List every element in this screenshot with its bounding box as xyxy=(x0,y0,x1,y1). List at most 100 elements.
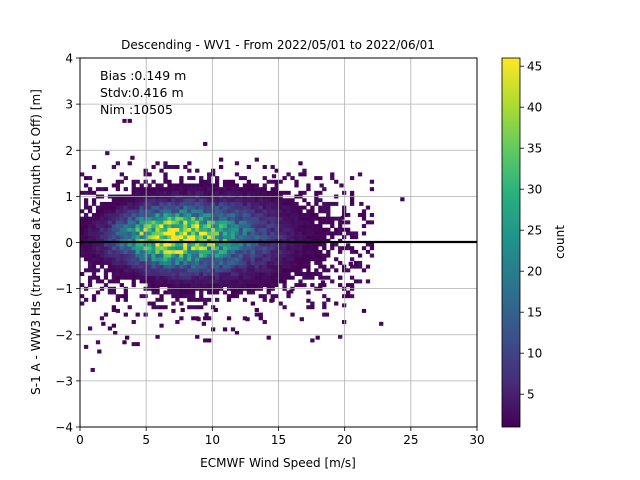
density-cell xyxy=(143,168,148,173)
density-cell xyxy=(230,268,236,273)
density-cell xyxy=(195,235,200,240)
density-cell xyxy=(131,183,136,188)
density-cell xyxy=(306,216,311,221)
density-cell xyxy=(282,235,287,240)
density-cell xyxy=(278,227,283,232)
density-cell xyxy=(222,198,228,203)
density-cell xyxy=(262,253,267,258)
density-cell xyxy=(191,183,196,188)
density-cell xyxy=(302,227,307,232)
density-cell xyxy=(139,231,144,236)
density-cell xyxy=(83,249,89,254)
density-cell xyxy=(99,187,105,192)
colorbar xyxy=(501,57,521,428)
density-cell xyxy=(143,272,148,277)
density-cell xyxy=(282,268,287,273)
density-cell xyxy=(183,224,188,229)
density-cell xyxy=(147,283,152,288)
density-cell xyxy=(91,231,97,236)
density-cell xyxy=(238,205,244,210)
density-cell xyxy=(298,235,303,240)
density-cell xyxy=(262,238,267,243)
density-cell xyxy=(250,301,255,306)
density-cell xyxy=(159,297,164,302)
density-cell xyxy=(282,205,287,210)
density-cell xyxy=(135,264,140,269)
density-cell xyxy=(342,227,347,232)
density-cell xyxy=(207,209,212,214)
density-cell xyxy=(111,235,117,240)
density-cell xyxy=(155,238,160,243)
density-cell xyxy=(218,235,224,240)
density-cell xyxy=(314,272,319,277)
density-cell xyxy=(270,231,275,236)
density-cell xyxy=(322,201,327,206)
density-cell xyxy=(167,260,172,265)
density-cell xyxy=(302,235,307,240)
density-cell xyxy=(322,301,327,306)
density-cell xyxy=(286,216,291,221)
density-cell xyxy=(242,224,248,229)
density-cell xyxy=(286,190,291,195)
density-cell xyxy=(214,238,220,243)
density-cell xyxy=(234,260,240,265)
density-cell xyxy=(163,260,168,265)
density-cell xyxy=(306,220,311,225)
density-cell xyxy=(111,264,117,269)
density-cell xyxy=(115,275,120,280)
density-cell xyxy=(254,242,259,247)
outlier-cell xyxy=(339,183,344,188)
density-cell xyxy=(270,264,275,269)
density-cell xyxy=(318,272,323,277)
density-cell xyxy=(250,212,255,217)
density-cell xyxy=(131,283,136,288)
density-cell xyxy=(143,294,148,299)
density-cell xyxy=(242,264,248,269)
density-cell xyxy=(369,212,375,217)
density-cell xyxy=(87,246,93,251)
density-cell xyxy=(230,275,236,280)
density-cell xyxy=(135,187,140,192)
density-cell xyxy=(167,275,172,280)
outlier-cell xyxy=(180,308,185,312)
density-cell xyxy=(203,216,208,221)
density-cell xyxy=(111,249,117,254)
density-cell xyxy=(274,275,279,280)
density-cell xyxy=(159,257,164,262)
density-cell xyxy=(226,216,232,221)
density-cell xyxy=(234,275,240,280)
density-cell xyxy=(238,260,244,265)
density-cell xyxy=(258,312,263,317)
density-cell xyxy=(274,201,279,206)
density-cell xyxy=(270,224,275,229)
density-cell xyxy=(163,190,168,195)
density-cell xyxy=(222,242,228,247)
density-cell xyxy=(191,253,196,258)
density-cell xyxy=(147,201,152,206)
density-cell xyxy=(155,272,160,277)
density-cell xyxy=(171,224,176,229)
density-cell xyxy=(214,212,220,217)
density-cell xyxy=(222,216,228,221)
density-cell xyxy=(171,275,176,280)
outlier-cell xyxy=(213,308,218,312)
density-cell xyxy=(342,220,347,225)
density-cell xyxy=(123,268,128,273)
density-cell xyxy=(143,224,148,229)
density-cell xyxy=(278,212,283,217)
density-cell xyxy=(115,231,120,236)
density-cell xyxy=(87,242,93,247)
density-cell xyxy=(246,231,252,236)
density-cell xyxy=(203,179,208,184)
density-cell xyxy=(147,209,152,214)
density-cell xyxy=(143,187,148,192)
density-cell xyxy=(199,238,204,243)
density-cell xyxy=(191,212,196,217)
density-cell xyxy=(123,224,128,229)
density-cell xyxy=(123,216,128,221)
density-cell xyxy=(131,319,136,324)
density-cell xyxy=(195,275,200,280)
density-cell xyxy=(179,253,184,258)
density-cell xyxy=(214,257,220,262)
y-axis-label: S-1 A - WW3 Hs (truncated at Azimuth Cut… xyxy=(29,89,43,395)
